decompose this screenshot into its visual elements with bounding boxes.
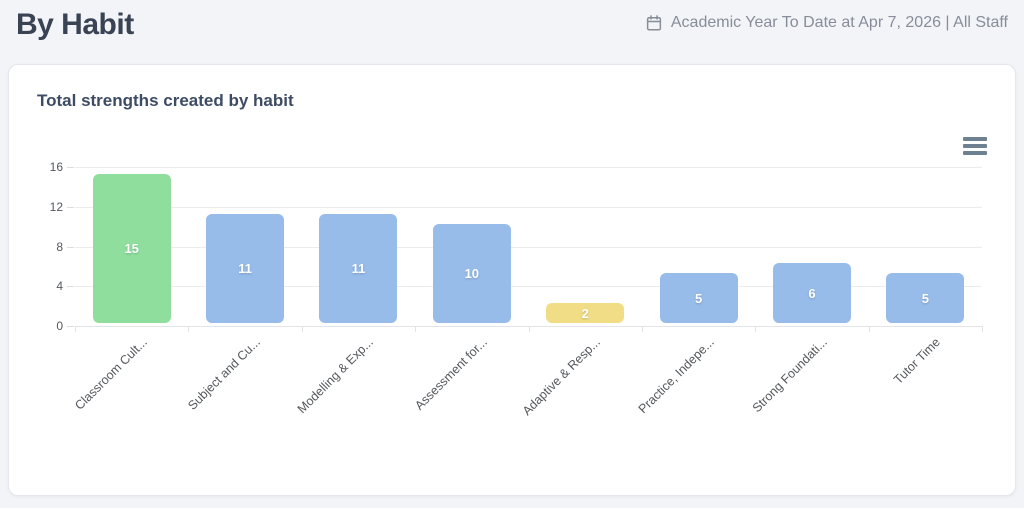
bar-value-label: 5 (694, 290, 703, 306)
x-axis-tick (982, 326, 983, 332)
x-axis-category-label: Strong Foundati... (749, 335, 830, 416)
bar-value-label: 11 (351, 260, 366, 276)
y-axis-label: 16 (49, 160, 63, 174)
x-axis-category-label: Subject and Cu... (185, 335, 263, 413)
x-axis-tick (301, 326, 303, 332)
x-axis-category-label: Adaptive & Resp... (519, 335, 604, 419)
page-title: By Habit (16, 8, 134, 41)
bar[interactable]: 11 (206, 213, 285, 323)
y-axis-tick (67, 246, 74, 248)
x-axis-category-label: Practice, Indepe... (635, 335, 717, 417)
bar-value-label: 11 (238, 260, 252, 276)
y-axis-tick (67, 167, 74, 168)
report-period[interactable]: Academic Year To Date at Apr 7, 2026 | A… (645, 14, 1008, 32)
bar-value-label: 10 (464, 265, 480, 281)
gridline (75, 286, 982, 288)
y-axis-tick (67, 326, 74, 327)
x-axis-category-label: Modelling & Exp... (295, 335, 377, 417)
x-axis-category-label: Tutor Time (891, 335, 944, 387)
gridline (75, 206, 982, 208)
y-axis-label: 4 (56, 279, 63, 294)
calendar-icon (645, 14, 663, 32)
bar[interactable]: 5 (659, 273, 738, 323)
page-header: By Habit Academic Year To Date at Apr 7,… (0, 0, 1024, 56)
y-axis-label: 0 (56, 319, 63, 333)
y-axis-label: 12 (49, 199, 63, 214)
bar-value-label: 2 (581, 305, 589, 321)
bar-value-label: 6 (808, 285, 816, 301)
gridline (75, 246, 982, 248)
report-period-label: Academic Year To Date at Apr 7, 2026 | A… (670, 14, 1008, 31)
hamburger-menu-icon[interactable] (963, 137, 987, 155)
x-axis-tick (868, 326, 870, 332)
x-axis-tick (528, 326, 530, 332)
bar[interactable]: 11 (319, 213, 398, 323)
y-axis-tick (67, 286, 74, 288)
y-axis-label: 8 (56, 239, 63, 254)
y-axis-tick (67, 206, 74, 208)
bar-value-label: 5 (921, 290, 929, 306)
chart-card: Total strengths created by habit 0 4 8 12 16… (8, 64, 1016, 496)
x-axis-tick (415, 326, 417, 332)
x-axis-category-label: Assessment for... (412, 335, 490, 413)
bar-plot: 0 4 8 12 16 15 Classroom Cult... 11 Subject and … (9, 65, 1017, 497)
bar[interactable]: 5 (886, 273, 965, 323)
x-axis-tick (641, 326, 643, 332)
chart-title: Total strengths created by habit (37, 91, 294, 110)
bar[interactable]: 10 (432, 223, 511, 323)
gridline (75, 167, 982, 168)
x-axis-tick (188, 326, 190, 332)
bar[interactable]: 2 (546, 303, 625, 323)
x-axis-tick (755, 326, 757, 332)
bar[interactable]: 15 (92, 173, 171, 323)
x-axis-category-label: Classroom Cult... (71, 335, 150, 413)
bar-value-label: 15 (124, 240, 139, 256)
bar[interactable]: 6 (772, 263, 851, 323)
x-axis-tick (75, 326, 76, 332)
